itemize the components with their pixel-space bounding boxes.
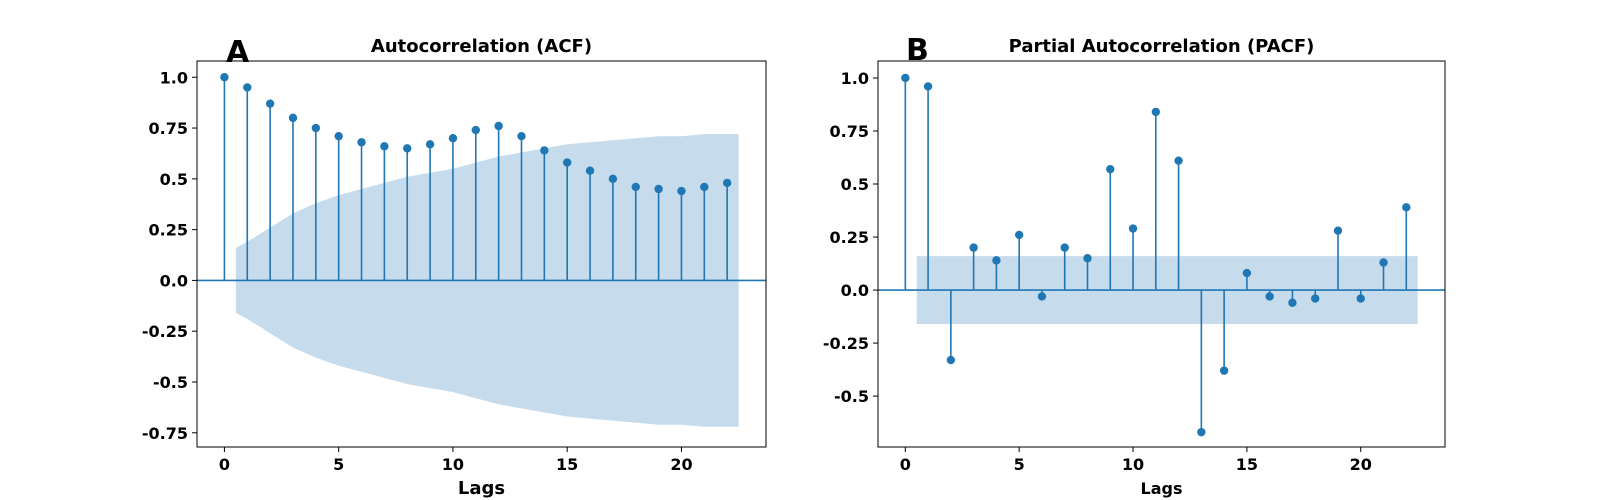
pacf-point <box>1333 226 1343 235</box>
pacf-y-tick-label: 0.75 <box>830 122 869 141</box>
acf-point <box>677 186 686 196</box>
acf-y-tick-label: 0.5 <box>160 170 188 189</box>
acf-x-tick-label: 20 <box>670 455 692 474</box>
pacf-point <box>1356 294 1365 303</box>
acf-y-tick-label: 1.0 <box>160 68 188 87</box>
acf-point <box>425 140 435 149</box>
pacf-x-tick-label: 0 <box>900 455 911 474</box>
pacf-point <box>1265 292 1274 301</box>
pacf-point <box>1197 427 1206 437</box>
acf-point <box>380 142 389 151</box>
acf-point <box>357 138 366 147</box>
pacf-panel: 0 5 10 15 20 -0.5 -0.25 0.0 0.25 0.5 0.75 1.0 Part… <box>823 33 1446 498</box>
pacf-point <box>1128 224 1138 233</box>
acf-x-tick-label: 15 <box>556 455 578 474</box>
pacf-point <box>1060 243 1069 252</box>
acf-panel-label: A <box>226 35 250 70</box>
pacf-point <box>1174 156 1183 165</box>
acf-point <box>631 182 640 192</box>
acf-x-tick-label: 0 <box>219 455 230 474</box>
pacf-point <box>901 73 910 83</box>
pacf-markers <box>901 73 1411 437</box>
acf-y-ticks: -0.75 -0.5 -0.25 0.0 0.25 0.5 0.75 1.0 <box>142 68 197 443</box>
pacf-point <box>1106 164 1115 174</box>
pacf-point <box>1288 298 1297 307</box>
acf-stems <box>223 77 728 281</box>
acf-point <box>265 99 275 108</box>
acf-point <box>722 178 732 188</box>
pacf-y-tick-label: 0.5 <box>841 175 869 194</box>
pacf-y-tick-label: 0.0 <box>841 281 869 300</box>
pacf-y-tick-label: 1.0 <box>841 69 869 88</box>
acf-x-ticks: 0 5 10 15 20 <box>219 447 693 474</box>
acf-panel: 0 5 10 15 20 -0.75 -0.5 -0.25 0.0 0.25 0.5 0.75 1.0… <box>142 35 767 499</box>
pacf-y-tick-label: 0.25 <box>830 228 869 247</box>
acf-point <box>448 134 458 143</box>
acf-x-tick-label: 5 <box>333 455 344 474</box>
acf-point <box>585 166 595 175</box>
pacf-title: Partial Autocorrelation (PACF) <box>1009 36 1315 57</box>
pacf-x-ticks: 0 5 10 15 20 <box>900 447 1372 474</box>
acf-point <box>517 131 526 141</box>
acf-point <box>700 182 709 192</box>
pacf-point <box>1311 294 1320 303</box>
acf-point <box>288 113 298 123</box>
acf-axes-frame <box>196 60 767 448</box>
acf-y-tick-label: 0.25 <box>149 221 188 240</box>
pacf-point <box>1083 254 1092 263</box>
pacf-stems <box>904 77 1408 433</box>
acf-point <box>494 121 503 131</box>
acf-point <box>562 158 572 167</box>
pacf-point <box>1037 292 1047 301</box>
acf-point <box>403 144 412 153</box>
pacf-y-tick-label: -0.5 <box>834 387 869 406</box>
acf-y-tick-label: 0.0 <box>160 271 188 290</box>
acf-x-axis-label: Lags <box>458 478 505 499</box>
acf-point <box>654 184 663 194</box>
pacf-point <box>1219 366 1229 375</box>
acf-y-tick-label: 0.75 <box>149 119 188 138</box>
pacf-point <box>1151 107 1161 117</box>
pacf-x-tick-label: 5 <box>1014 455 1025 474</box>
pacf-point <box>1242 268 1252 278</box>
pacf-point <box>969 243 978 252</box>
acf-title: Autocorrelation (ACF) <box>371 36 592 57</box>
pacf-point <box>923 82 933 91</box>
pacf-point <box>1402 203 1411 212</box>
acf-point <box>540 146 549 155</box>
acf-y-tick-label: -0.75 <box>142 424 188 443</box>
acf-y-tick-label: -0.25 <box>142 322 188 341</box>
pacf-x-tick-label: 15 <box>1236 455 1258 474</box>
acf-x-tick-label: 10 <box>442 455 464 474</box>
acf-markers <box>220 73 732 196</box>
pacf-point <box>946 355 956 365</box>
acf-point <box>471 125 480 135</box>
acf-point <box>334 131 343 141</box>
acf-y-tick-label: -0.5 <box>153 373 188 392</box>
pacf-y-tick-label: -0.25 <box>823 334 869 353</box>
acf-point <box>243 83 252 92</box>
pacf-point <box>1379 258 1388 267</box>
acf-point <box>311 123 321 133</box>
acf-point <box>608 174 618 184</box>
pacf-x-tick-label: 20 <box>1350 455 1372 474</box>
pacf-x-axis-label: Lags <box>1141 479 1183 498</box>
pacf-x-tick-label: 10 <box>1122 455 1144 474</box>
pacf-axes-frame <box>877 60 1446 448</box>
pacf-point <box>1014 230 1024 240</box>
pacf-panel-label: B <box>906 33 929 68</box>
pacf-y-ticks: -0.5 -0.25 0.0 0.25 0.5 0.75 1.0 <box>823 69 878 406</box>
pacf-point <box>992 256 1001 265</box>
acf-point <box>220 73 229 82</box>
